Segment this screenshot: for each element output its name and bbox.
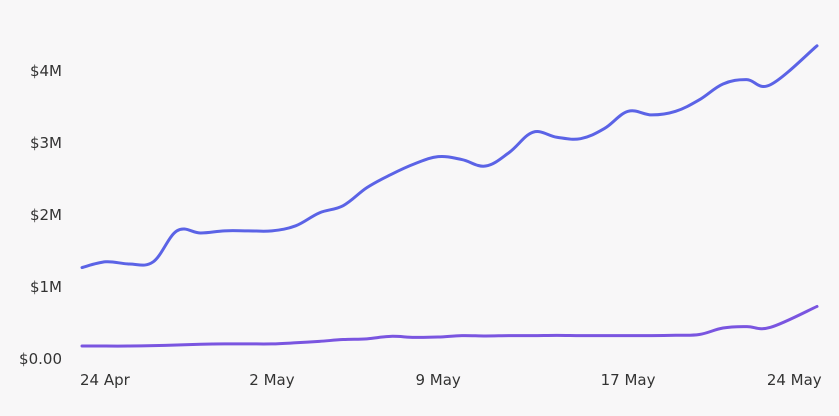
x-axis: 24 Apr 2 May 9 May 17 May 24 May: [80, 371, 822, 389]
y-tick-label: $3M: [30, 134, 62, 152]
y-tick-label: $2M: [30, 206, 62, 224]
series-line-2: [80, 304, 819, 348]
series-layer: [80, 44, 819, 348]
y-axis: $0.00 $1M $2M $3M $4M: [19, 62, 62, 368]
y-tick-label: $0.00: [19, 350, 62, 368]
x-tick-label: 24 Apr: [80, 371, 131, 389]
series-line-1: [80, 44, 819, 270]
y-tick-label: $4M: [30, 62, 62, 80]
x-tick-label: 9 May: [415, 371, 460, 389]
y-tick-label: $1M: [30, 278, 62, 296]
x-tick-label: 17 May: [601, 371, 656, 389]
x-tick-label: 2 May: [249, 371, 294, 389]
x-tick-label: 24 May: [767, 371, 822, 389]
